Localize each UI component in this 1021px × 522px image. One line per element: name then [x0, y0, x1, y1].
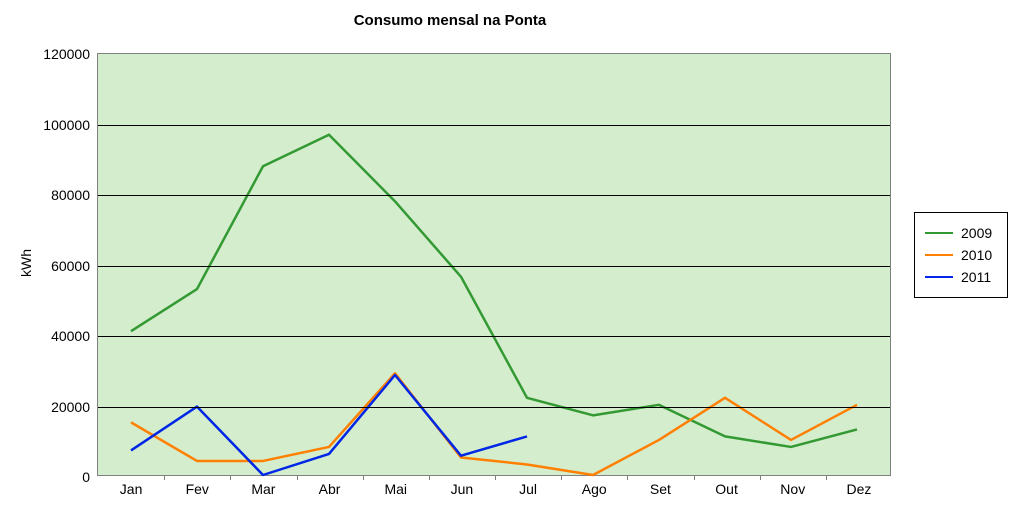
x-tick-label: Abr — [319, 481, 341, 497]
x-tick-mark — [826, 475, 827, 480]
y-tick-label: 100000 — [43, 117, 90, 133]
legend-item-2011: 2011 — [925, 269, 997, 285]
legend-label: 2009 — [961, 225, 992, 241]
x-tick-label: Dez — [846, 481, 871, 497]
chart-title: Consumo mensal na Ponta — [0, 12, 900, 29]
y-tick-label: 0 — [82, 469, 90, 485]
y-tick-label: 40000 — [51, 328, 90, 344]
legend-swatch — [925, 276, 953, 278]
series-line-2010 — [131, 373, 857, 475]
x-tick-label: Jan — [120, 481, 143, 497]
x-tick-mark — [561, 475, 562, 480]
legend-swatch — [925, 232, 953, 234]
legend-item-2010: 2010 — [925, 247, 997, 263]
x-tick-mark — [694, 475, 695, 480]
chart-lines — [98, 54, 890, 475]
grid-line — [98, 407, 890, 408]
x-tick-label: Mar — [251, 481, 275, 497]
series-line-2009 — [131, 135, 857, 447]
y-tick-label: 60000 — [51, 258, 90, 274]
legend-swatch — [925, 254, 953, 256]
x-tick-mark — [230, 475, 231, 480]
x-tick-label: Mai — [384, 481, 407, 497]
x-tick-label: Nov — [780, 481, 805, 497]
x-tick-label: Out — [715, 481, 738, 497]
legend-item-2009: 2009 — [925, 225, 997, 241]
legend-label: 2010 — [961, 247, 992, 263]
legend: 2009 2010 2011 — [914, 212, 1008, 298]
y-tick-label: 80000 — [51, 187, 90, 203]
legend-label: 2011 — [961, 269, 991, 285]
grid-line — [98, 266, 890, 267]
x-tick-label: Ago — [582, 481, 607, 497]
x-tick-mark — [495, 475, 496, 480]
x-tick-mark — [363, 475, 364, 480]
y-tick-label: 120000 — [43, 46, 90, 62]
grid-line — [98, 195, 890, 196]
plot-area: 020000400006000080000100000120000JanFevM… — [97, 53, 891, 476]
x-tick-label: Fev — [186, 481, 209, 497]
x-tick-label: Set — [650, 481, 671, 497]
grid-line — [98, 336, 890, 337]
series-line-2011 — [131, 375, 527, 475]
y-axis-label: kWh — [18, 249, 34, 277]
x-tick-mark — [627, 475, 628, 480]
x-tick-mark — [760, 475, 761, 480]
chart-container: Consumo mensal na Ponta kWh 020000400006… — [0, 0, 1021, 522]
x-tick-label: Jun — [451, 481, 474, 497]
x-tick-mark — [429, 475, 430, 480]
y-tick-label: 20000 — [51, 399, 90, 415]
x-tick-label: Jul — [519, 481, 537, 497]
x-tick-mark — [164, 475, 165, 480]
grid-line — [98, 125, 890, 126]
x-tick-mark — [297, 475, 298, 480]
